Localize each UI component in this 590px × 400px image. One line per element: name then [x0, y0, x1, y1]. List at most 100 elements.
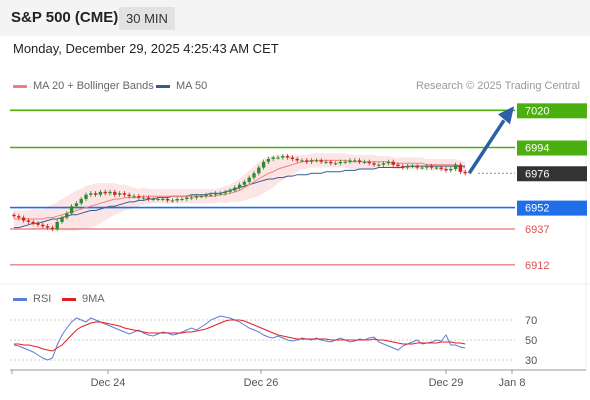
candle — [314, 158, 319, 163]
candle-body — [357, 160, 362, 162]
candle — [79, 196, 83, 206]
candle — [12, 212, 16, 219]
candle — [17, 214, 21, 220]
legend-ma50: MA 50 — [156, 80, 207, 92]
interval-button[interactable]: 30 MIN — [119, 7, 175, 30]
candle-body — [266, 158, 271, 162]
candle — [266, 156, 271, 164]
candle — [69, 204, 74, 216]
candle — [362, 159, 367, 164]
bollinger-band — [14, 153, 466, 231]
candle-body — [396, 164, 400, 167]
candle-body — [103, 191, 107, 194]
candle-body — [204, 194, 208, 197]
candle-body — [146, 197, 151, 200]
candle — [453, 162, 458, 172]
candle-body — [31, 221, 35, 224]
candle — [21, 215, 26, 223]
ma20-swatch — [13, 84, 27, 88]
candle-body — [329, 161, 333, 164]
candle — [271, 155, 275, 162]
candle-body — [377, 164, 381, 166]
candle — [357, 158, 362, 164]
candle-body — [420, 167, 424, 169]
candle — [449, 166, 453, 173]
x-tick-label: Dec 29 — [429, 377, 464, 389]
candle-body — [194, 196, 199, 198]
candle — [175, 196, 179, 203]
candle — [209, 192, 213, 197]
candle-body — [281, 156, 285, 158]
candle-body — [213, 193, 218, 195]
timestamp: Monday, December 29, 2025 4:25:43 AM CET — [13, 41, 279, 56]
candle — [127, 192, 131, 199]
forecast-arrow-head — [498, 106, 514, 125]
candle — [242, 179, 247, 187]
legend-ma9: 9MA — [62, 293, 105, 305]
candle-body — [372, 163, 376, 165]
ma9-swatch — [62, 297, 76, 301]
candle — [45, 224, 50, 230]
candle-body — [295, 158, 299, 161]
instrument-title: S&P 500 (CME) — [11, 9, 119, 26]
candle-body — [165, 199, 170, 201]
rsi-swatch — [13, 297, 27, 301]
level-tag-6976 — [517, 166, 587, 182]
candle-body — [60, 217, 64, 222]
candle-body — [45, 226, 50, 228]
candle-body — [348, 160, 352, 162]
rsi-line — [13, 315, 466, 361]
candle-body — [180, 199, 184, 201]
candle-body — [223, 191, 227, 194]
candle — [444, 166, 448, 173]
candle — [324, 159, 328, 164]
candle — [429, 163, 434, 170]
candle-body — [156, 199, 160, 201]
rsi-tick-50: 50 — [525, 335, 537, 347]
candle — [60, 215, 64, 225]
candle — [146, 195, 151, 202]
candle-body — [79, 199, 83, 204]
legend-rsi-label: RSI — [33, 293, 52, 305]
candle — [285, 153, 290, 160]
level-label-6912: 6912 — [525, 260, 549, 272]
candle — [372, 161, 376, 167]
candle — [348, 158, 352, 164]
candle-body — [218, 193, 223, 195]
candle — [252, 171, 256, 180]
candle-body — [439, 167, 443, 169]
candle — [415, 163, 419, 170]
candle-body — [74, 203, 79, 207]
candle-body — [333, 163, 338, 165]
candle-body — [41, 224, 45, 227]
candle — [194, 194, 199, 200]
candle — [377, 162, 381, 167]
legend-ma20-label: MA 20 + Bollinger Bands — [33, 80, 154, 92]
level-tag-6952 — [517, 200, 587, 216]
candle-body — [55, 221, 59, 230]
candle — [420, 165, 424, 170]
candle — [89, 191, 93, 197]
rsi-tick-70: 70 — [525, 315, 537, 327]
candle-body — [415, 166, 419, 168]
candle — [401, 163, 405, 170]
candle-body — [199, 196, 203, 198]
candle — [55, 219, 59, 232]
candle — [122, 191, 127, 197]
candle — [165, 196, 170, 203]
candle-body — [453, 164, 458, 169]
candle-body — [122, 193, 127, 195]
candle-body — [463, 171, 467, 174]
candle-body — [434, 167, 439, 169]
candle — [410, 163, 415, 169]
candle-body — [151, 199, 155, 201]
candle — [204, 192, 208, 199]
candle — [386, 159, 391, 166]
candle — [137, 194, 141, 200]
candle — [233, 185, 237, 193]
candle — [290, 155, 295, 162]
candle-body — [444, 168, 448, 171]
candle-body — [84, 194, 88, 200]
candle-body — [127, 194, 131, 197]
